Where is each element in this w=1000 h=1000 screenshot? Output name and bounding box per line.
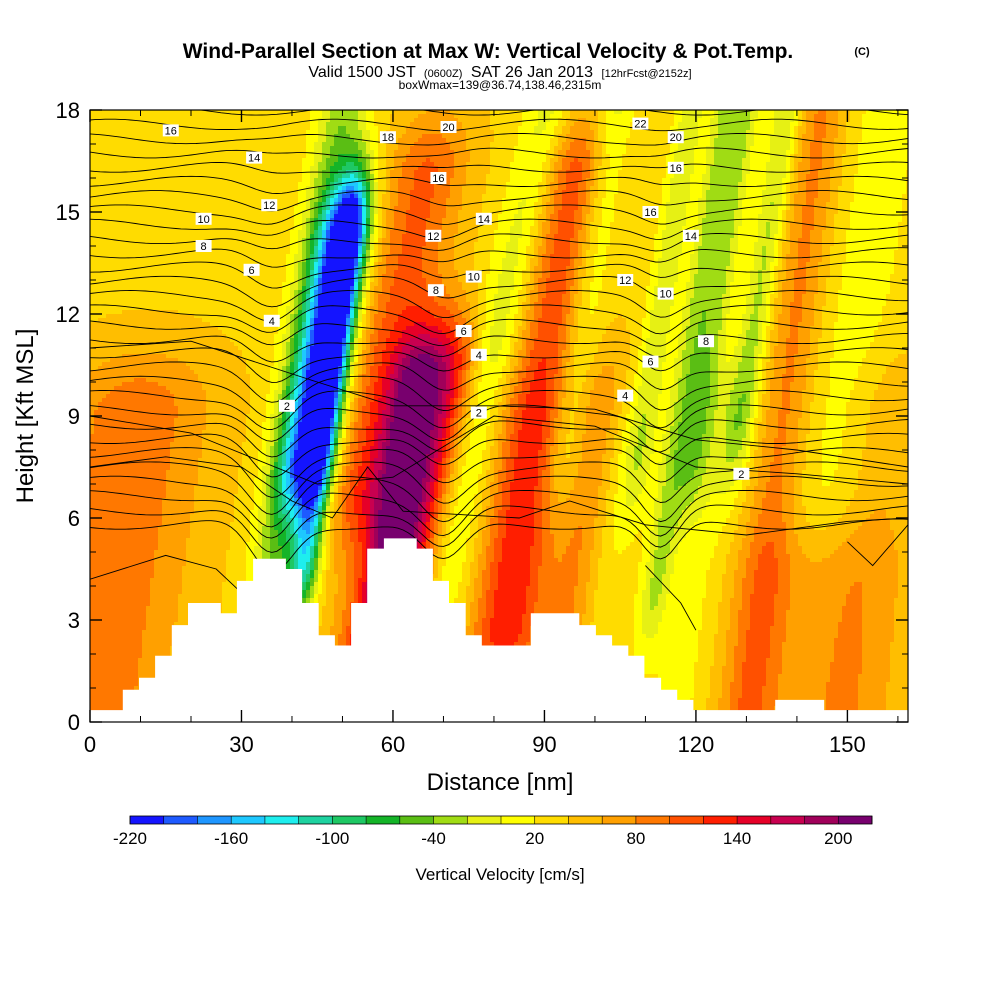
colorbar-swatch bbox=[568, 816, 603, 824]
colorbar-swatch bbox=[197, 816, 232, 824]
theta-contour-label: 12 bbox=[425, 229, 442, 243]
colorbar-swatch bbox=[838, 816, 873, 824]
x-tick-label: 60 bbox=[381, 732, 405, 757]
theta-contour-label: 6 bbox=[642, 355, 659, 369]
theta-contour-label: 10 bbox=[657, 287, 674, 301]
theta-contour-label: 12 bbox=[617, 274, 634, 287]
colorbar-swatch bbox=[737, 816, 772, 824]
colorbar-swatch bbox=[298, 816, 333, 824]
terrain bbox=[90, 538, 908, 722]
theta-contour-label: 14 bbox=[475, 212, 492, 226]
colorbar-tick-label: 80 bbox=[626, 829, 645, 848]
theta-contour-label: 22 bbox=[632, 117, 649, 131]
theta-contour-label: 16 bbox=[162, 124, 179, 137]
x-tick-label: 30 bbox=[229, 732, 253, 757]
y-axis: 0 3 6 9 12 15 18 bbox=[56, 98, 908, 735]
colorbar-swatch bbox=[264, 816, 299, 824]
colorbar-swatch bbox=[231, 816, 266, 824]
valid-time: Valid 1500 JST bbox=[308, 64, 416, 81]
colorbar-tick-label: -220 bbox=[113, 829, 147, 848]
colorbar-tick-label: 200 bbox=[824, 829, 852, 848]
colorbar-swatch bbox=[130, 816, 165, 824]
forecast-info: [12hrFcst@2152z] bbox=[602, 68, 692, 80]
y-tick-label: 18 bbox=[56, 98, 80, 123]
colorbar-swatch bbox=[332, 816, 367, 824]
colorbar: -220 -160 -100 -40 20 80 140 200 bbox=[113, 815, 873, 848]
colorbar-swatch bbox=[703, 816, 738, 824]
y-tick-label: 12 bbox=[56, 302, 80, 327]
theta-contour-label: 16 bbox=[642, 206, 659, 219]
y-tick-label: 3 bbox=[68, 608, 80, 633]
theta-contour-label: 8 bbox=[195, 240, 212, 253]
theta-contour-label: 10 bbox=[195, 212, 212, 226]
theta-contour-label: 10 bbox=[465, 270, 482, 284]
colorbar-swatch bbox=[534, 816, 569, 824]
colorbar-swatch bbox=[433, 816, 468, 824]
theta-contour-label: 4 bbox=[470, 348, 487, 362]
colorbar-swatch bbox=[399, 816, 434, 824]
valid-date: SAT 26 Jan 2013 bbox=[471, 64, 593, 81]
theta-contour-label: 20 bbox=[667, 131, 684, 144]
chart-subtitle: Valid 1500 JST (0600Z) SAT 26 Jan 2013 [… bbox=[308, 64, 691, 81]
colorbar-swatch bbox=[635, 816, 670, 824]
x-tick-label: 90 bbox=[532, 732, 556, 757]
theta-contour-label: 2 bbox=[278, 399, 295, 413]
theta-contour-label: 6 bbox=[243, 263, 260, 277]
y-axis-label: Height [Kft MSL] bbox=[12, 329, 39, 504]
theta-contour-label: 18 bbox=[379, 131, 396, 144]
colorbar-swatch bbox=[163, 816, 198, 824]
colorbar-tick-label: 20 bbox=[525, 829, 544, 848]
theta-contour-label: 2 bbox=[470, 406, 487, 420]
x-tick-label: 150 bbox=[829, 732, 866, 757]
theta-contour-label: 8 bbox=[427, 284, 444, 297]
y-tick-label: 6 bbox=[68, 506, 80, 531]
theta-contour-label: 14 bbox=[682, 229, 699, 243]
colorbar-swatch bbox=[770, 816, 805, 824]
theta-contour-label: 20 bbox=[440, 121, 457, 134]
theta-contour-label: 2 bbox=[733, 467, 750, 481]
valid-utc: (0600Z) bbox=[424, 68, 463, 80]
colorbar-tick-label: -40 bbox=[421, 829, 446, 848]
theta-contour-label: 16 bbox=[430, 172, 447, 185]
theta-contour-label: 4 bbox=[617, 389, 634, 403]
x-tick-label: 120 bbox=[678, 732, 715, 757]
colorbar-swatch bbox=[669, 816, 704, 824]
colorbar-swatch bbox=[602, 816, 637, 824]
colorbar-tick-label: -100 bbox=[315, 829, 349, 848]
theta-contour-label: 16 bbox=[667, 161, 684, 175]
theta-contour-label: 4 bbox=[263, 314, 280, 328]
theta-contour-label: 8 bbox=[698, 335, 715, 348]
chart-title: Wind-Parallel Section at Max W: Vertical… bbox=[183, 40, 794, 63]
plot-area: 1614121086421820161412108642222016161412… bbox=[90, 110, 908, 722]
colorbar-swatch bbox=[467, 816, 502, 824]
box-info: boxWmax=139@36.74,138.46,2315m bbox=[399, 78, 602, 92]
y-tick-label: 9 bbox=[68, 404, 80, 429]
colorbar-swatch bbox=[366, 816, 401, 824]
colorbar-swatch bbox=[804, 816, 839, 824]
contour-labels: 1614121086421820161412108642222016161412… bbox=[162, 117, 750, 481]
colorbar-tick-label: -160 bbox=[214, 829, 248, 848]
y-tick-label: 0 bbox=[68, 710, 80, 735]
y-tick-label: 15 bbox=[56, 200, 80, 225]
x-axis: 0 30 60 90 120 150 bbox=[84, 110, 899, 757]
colorbar-title: Vertical Velocity [cm/s] bbox=[415, 865, 584, 884]
theta-contour-label: 6 bbox=[455, 325, 472, 338]
colorbar-tick-label: 140 bbox=[723, 829, 751, 848]
theta-contour-label: 12 bbox=[261, 199, 278, 212]
theta-contour-label: 14 bbox=[246, 151, 263, 165]
x-axis-label: Distance [nm] bbox=[427, 769, 574, 796]
colorbar-swatch bbox=[501, 816, 536, 824]
x-tick-label: 0 bbox=[84, 732, 96, 757]
theta-contours bbox=[90, 110, 908, 631]
copyright-mark: (C) bbox=[854, 46, 870, 58]
